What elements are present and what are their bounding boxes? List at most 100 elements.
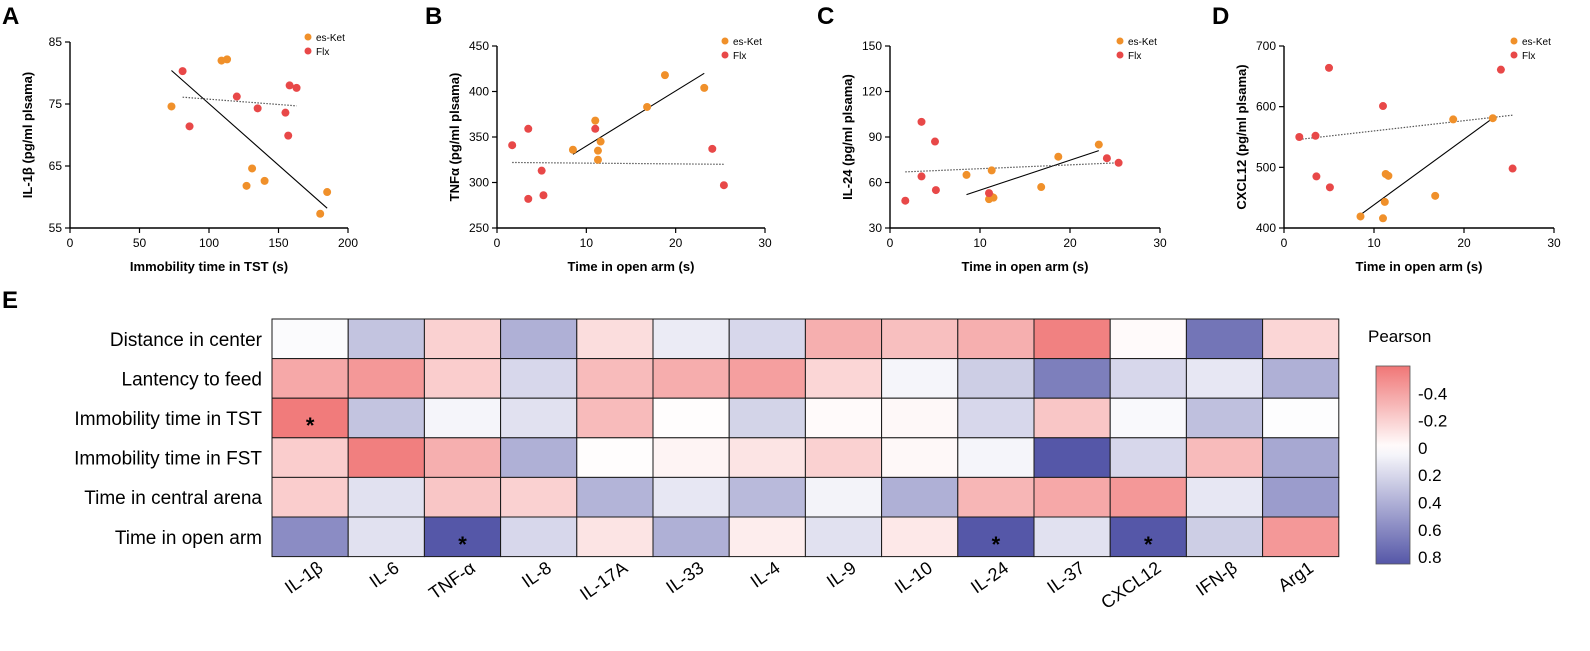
heatmap-cell (576, 516, 654, 558)
x-axis-title: Time in open arm (s) (1356, 259, 1483, 274)
heatmap-cell (881, 358, 959, 399)
legend-label: Flx (316, 47, 329, 58)
x-tick-label: 200 (338, 236, 358, 250)
point-es-ket (1094, 140, 1103, 149)
heatmap-cell (881, 437, 959, 478)
point-flx (285, 81, 294, 90)
heatmap-cell (804, 476, 883, 518)
heatmap-col-label: IL-33 (662, 557, 707, 597)
heatmap-cell (500, 318, 578, 360)
colorbar (1375, 365, 1411, 565)
heatmap-cell (1262, 476, 1340, 518)
x-tick-label: 20 (669, 236, 683, 250)
heatmap-row-label: Distance in center (110, 330, 263, 351)
heatmap-cell (423, 516, 502, 558)
heatmap-cell (1109, 318, 1187, 360)
y-tick-label: 60 (869, 176, 883, 190)
heatmap-row-label: Immobility time in TST (74, 409, 262, 430)
y-axis-title: IL-1β (pg/ml plsama) (20, 72, 35, 198)
heatmap-cell (881, 397, 959, 439)
heatmap-cell (347, 476, 425, 518)
x-tick-label: 10 (580, 236, 594, 250)
heatmap-cell (652, 397, 730, 439)
heatmap-cell (804, 318, 883, 360)
significance-star: * (306, 413, 315, 438)
heatmap-cell (423, 358, 502, 399)
heatmap-cell (1185, 476, 1264, 518)
heatmap-cell (347, 516, 425, 558)
point-es-ket (700, 83, 709, 92)
y-tick-label: 400 (1256, 221, 1276, 235)
legend-marker-es-ket (1116, 37, 1124, 45)
heatmap-cell (500, 476, 578, 518)
heatmap-cell (1109, 358, 1187, 399)
heatmap-cell (804, 397, 883, 439)
legend-marker-es-ket (1510, 37, 1518, 45)
y-tick-label: 90 (869, 130, 883, 144)
panel-letter: E (2, 287, 18, 314)
heatmap-cell (1262, 516, 1340, 558)
heatmap-cell (271, 358, 349, 399)
heatmap-col-label: IFN-β (1192, 557, 1241, 599)
heatmap-cell (1185, 437, 1264, 478)
point-flx (1114, 158, 1123, 167)
heatmap-cell (500, 397, 578, 439)
point-flx (539, 191, 548, 200)
point-flx (1496, 65, 1505, 74)
x-tick-label: 10 (1367, 236, 1381, 250)
heatmap-cell (271, 476, 349, 518)
fit-line-flx (512, 161, 724, 165)
x-tick-label: 10 (973, 236, 987, 250)
heatmap-col-label: IL-24 (967, 557, 1012, 597)
heatmap-cell (881, 476, 959, 518)
point-flx (1312, 172, 1321, 181)
y-axis-title: CXCL12 (pg/ml plsama) (1234, 64, 1249, 209)
heatmap-cell (1033, 516, 1111, 558)
fit-line-es-ket (966, 150, 1099, 196)
heatmap-cell (271, 397, 349, 439)
heatmap-col-label: Arg1 (1274, 557, 1317, 595)
y-tick-label: 75 (49, 97, 63, 111)
x-axis-title: Time in open arm (s) (568, 259, 695, 274)
x-tick-label: 0 (1281, 236, 1288, 250)
legend-label: Flx (1128, 51, 1141, 62)
point-flx (591, 124, 600, 133)
heatmap-cell (1262, 318, 1340, 360)
heatmap-col-label: IL-1β (281, 557, 326, 597)
heatmap-cell (652, 516, 730, 558)
heatmap-col-label: CXCL12 (1097, 557, 1164, 612)
heatmap-cell (1185, 516, 1264, 558)
point-flx (1325, 63, 1333, 72)
heatmap-cell (804, 437, 883, 478)
heatmap-cell (728, 397, 806, 439)
heatmap-cell (1033, 476, 1111, 518)
y-tick-label: 400 (469, 85, 489, 99)
heatmap-cell (1109, 437, 1187, 478)
panel-b: B 0 10 20 30 250 300 350 400 450 Time in open arm … (425, 3, 772, 274)
y-axis-title: IL-24 (pg/ml plsama) (840, 74, 855, 200)
y-axis-title: TNFα (pg/ml plsama) (447, 73, 462, 202)
point-es-ket (1488, 114, 1497, 123)
panel-d: D 0 10 20 30 400 500 600 700 Time in open arm (s)… (1212, 3, 1561, 274)
point-es-ket (591, 116, 600, 125)
heatmap-cell (576, 318, 654, 360)
point-es-ket (1054, 152, 1063, 161)
y-tick-label: 55 (49, 221, 63, 235)
colorbar-tick-label: 0.4 (1418, 494, 1442, 513)
legend-marker-flx (304, 47, 312, 55)
heatmap-cell (728, 476, 806, 518)
point-es-ket (962, 170, 971, 179)
heatmap-cell (728, 516, 806, 558)
colorbar-tick-label: 0.2 (1418, 466, 1442, 485)
heatmap-cell (728, 318, 806, 360)
heatmap-col-label: IL-10 (891, 557, 936, 597)
heatmap-cell (1262, 397, 1340, 439)
heatmap-cell (347, 358, 425, 399)
point-flx (917, 117, 926, 126)
point-es-ket (323, 188, 332, 197)
legend-label: es-Ket (1522, 37, 1551, 48)
heatmap-col-label: IL-4 (747, 557, 784, 591)
heatmap-cell (728, 358, 806, 399)
colorbar-tick-label: -0.2 (1418, 412, 1447, 431)
panel-letter: C (817, 3, 834, 30)
